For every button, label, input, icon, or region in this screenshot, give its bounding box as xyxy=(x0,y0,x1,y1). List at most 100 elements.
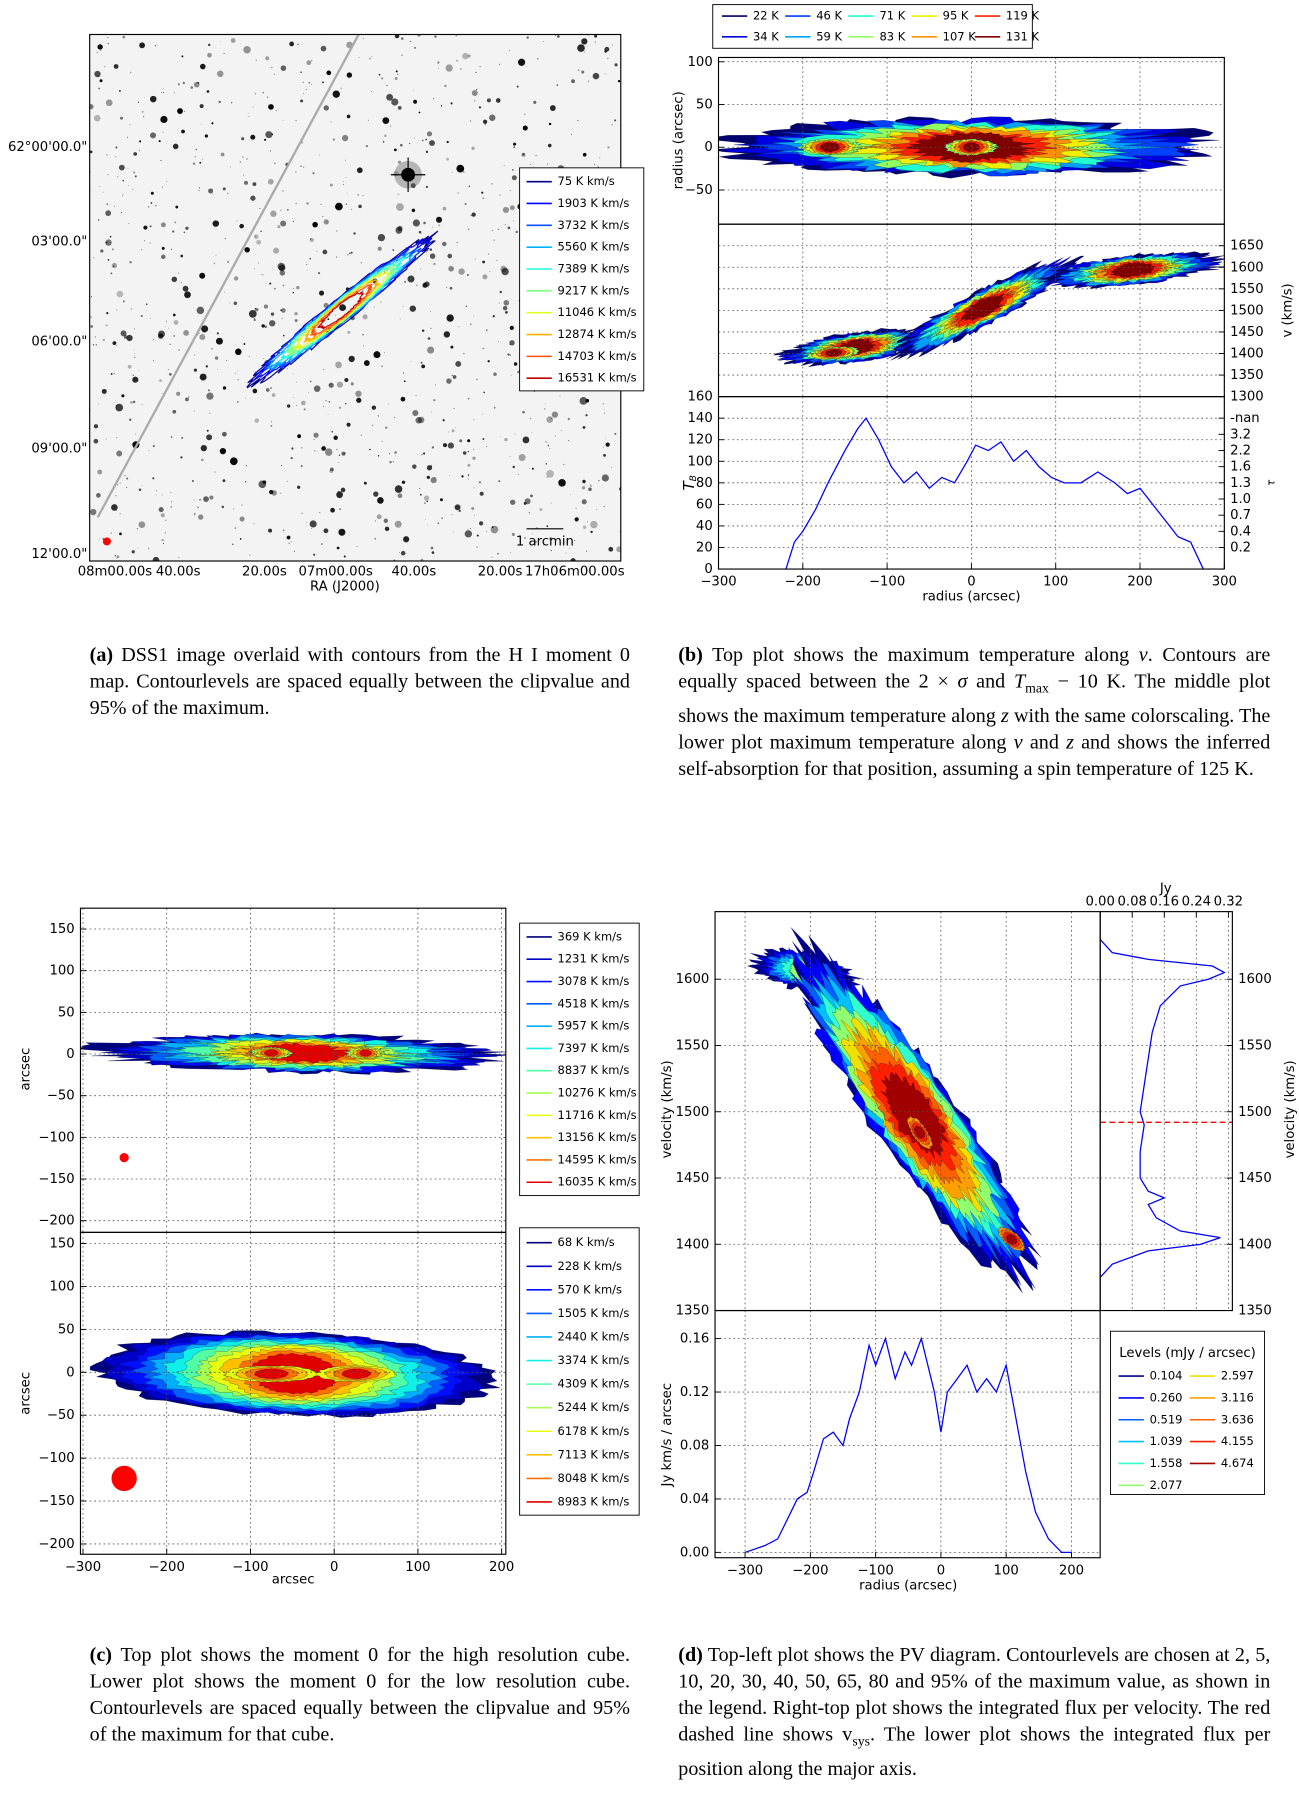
star xyxy=(169,372,172,376)
caption-d: (d) Top-left plot shows the PV diagram. … xyxy=(678,1642,1270,1782)
star xyxy=(546,476,548,478)
star xyxy=(286,208,289,211)
star xyxy=(574,517,579,522)
star xyxy=(132,374,134,376)
star xyxy=(234,373,236,374)
star xyxy=(197,81,200,84)
star xyxy=(291,447,294,450)
star xyxy=(321,446,326,451)
star xyxy=(159,379,162,383)
star xyxy=(403,536,410,543)
star xyxy=(184,397,189,402)
axis-label-main: T xyxy=(680,480,698,491)
y-tick-label: 1450 xyxy=(676,1171,710,1186)
star xyxy=(193,368,198,372)
star xyxy=(439,498,443,502)
star xyxy=(466,274,469,276)
star xyxy=(551,411,559,418)
star xyxy=(254,418,260,423)
star xyxy=(190,86,194,89)
star xyxy=(468,474,470,476)
legend-label: 16531 K km/s xyxy=(558,371,637,385)
legend-box xyxy=(712,4,1033,49)
star xyxy=(517,473,519,475)
contour xyxy=(263,1049,279,1057)
x-tick-label: 08m00.00s xyxy=(78,564,153,579)
legend-label: 8983 K km/s xyxy=(558,1494,630,1508)
star xyxy=(149,95,157,103)
star xyxy=(485,445,487,447)
star xyxy=(116,450,123,457)
star xyxy=(318,272,321,275)
star xyxy=(282,284,285,287)
star xyxy=(482,438,485,440)
x-tick-label: −100 xyxy=(869,575,905,590)
star xyxy=(136,528,138,529)
legend-label: 0.104 xyxy=(1150,1369,1183,1383)
caption-label: (b) xyxy=(678,642,703,666)
star xyxy=(303,408,306,411)
contour xyxy=(278,257,407,363)
star xyxy=(601,474,609,482)
star xyxy=(138,369,140,371)
star xyxy=(220,152,225,157)
star xyxy=(482,413,484,415)
caption-text: v xyxy=(1013,729,1023,753)
star xyxy=(586,521,588,523)
star xyxy=(446,314,454,322)
star xyxy=(90,296,92,298)
star xyxy=(133,328,135,330)
star xyxy=(434,384,436,386)
star xyxy=(115,509,117,512)
star xyxy=(425,150,429,154)
star xyxy=(427,524,429,526)
star xyxy=(416,284,418,286)
y-tick-label: −50 xyxy=(47,1089,75,1104)
star xyxy=(349,252,351,255)
legend-label: 4.155 xyxy=(1221,1434,1254,1448)
star xyxy=(134,175,137,178)
star xyxy=(327,221,329,223)
star xyxy=(374,538,376,540)
y-tick-label: 12'00.0" xyxy=(31,547,87,562)
star xyxy=(586,550,588,552)
star xyxy=(330,121,332,123)
star xyxy=(373,351,381,359)
star xyxy=(412,89,414,91)
star xyxy=(172,409,177,414)
star xyxy=(509,354,511,356)
star xyxy=(99,186,101,188)
star xyxy=(277,224,281,229)
star xyxy=(97,219,100,221)
star xyxy=(172,313,176,317)
star xyxy=(94,70,101,78)
star xyxy=(164,325,166,327)
legend-label: 12874 K km/s xyxy=(558,327,637,341)
star xyxy=(271,67,273,69)
axis-label: arcsec xyxy=(18,1048,33,1091)
star xyxy=(280,262,281,264)
star xyxy=(498,480,501,483)
star xyxy=(497,341,499,343)
star xyxy=(581,70,585,74)
star xyxy=(105,438,108,440)
star xyxy=(369,448,371,451)
star xyxy=(332,90,340,98)
star xyxy=(224,238,226,240)
star xyxy=(160,222,166,228)
star xyxy=(597,166,599,168)
star xyxy=(546,416,554,423)
star xyxy=(581,38,588,45)
star xyxy=(181,437,183,439)
y-tick-label: 50 xyxy=(58,1005,75,1020)
star xyxy=(526,36,529,39)
star xyxy=(218,100,221,104)
star xyxy=(306,269,308,271)
star xyxy=(599,157,601,159)
star xyxy=(254,307,256,310)
star xyxy=(467,54,471,58)
star xyxy=(420,361,423,364)
star xyxy=(130,308,133,310)
star xyxy=(279,270,286,276)
star xyxy=(459,67,462,70)
